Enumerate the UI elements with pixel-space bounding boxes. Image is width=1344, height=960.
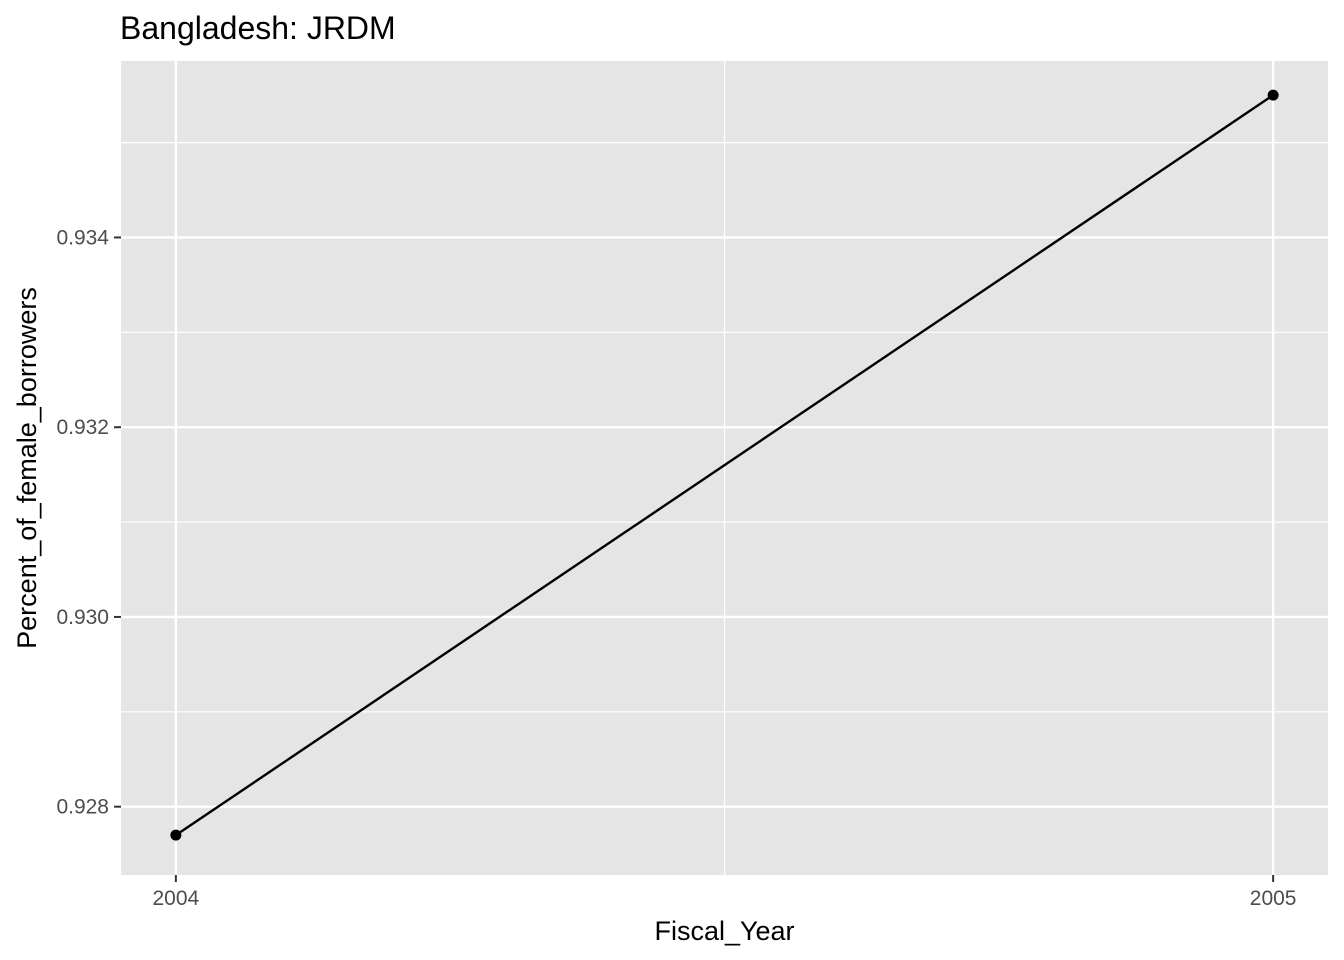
y-axis-title: Percent_of_female_borrowers xyxy=(12,287,42,649)
y-tick-label-0: 0.928 xyxy=(56,796,109,819)
x-tick-label-0: 2004 xyxy=(153,887,200,910)
data-point-0-0 xyxy=(170,829,182,841)
chart-title: Bangladesh: JRDM xyxy=(120,10,396,46)
data-series xyxy=(170,89,1279,841)
data-point-0-1 xyxy=(1267,89,1279,101)
major-gridlines xyxy=(121,61,1328,875)
x-tick-label-1: 2005 xyxy=(1250,887,1297,910)
x-axis-title: Fiscal_Year xyxy=(654,916,794,946)
minor-gridlines xyxy=(121,61,1328,875)
y-tick-label-2: 0.932 xyxy=(56,416,109,439)
y-tick-label-3: 0.934 xyxy=(56,226,109,249)
y-tick-label-1: 0.930 xyxy=(56,606,109,629)
x-axis: 2004 2005 xyxy=(153,875,1297,910)
series-line-0 xyxy=(175,94,1274,837)
y-axis: 0.928 0.930 0.932 0.934 xyxy=(56,226,121,819)
